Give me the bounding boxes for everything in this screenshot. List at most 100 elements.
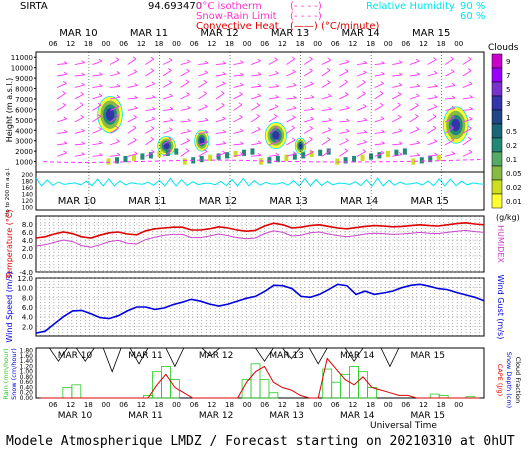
low-cloud-cell xyxy=(411,158,416,165)
wind-arrow xyxy=(145,83,155,88)
hour-tick-label: 12 xyxy=(66,40,75,48)
wind-arrow-head xyxy=(363,129,368,133)
station-coords: 94.693470 xyxy=(148,1,202,12)
colorbar-label: 0.02 xyxy=(506,184,522,192)
colorbar-label: 0.05 xyxy=(506,170,522,178)
wind-arrow xyxy=(145,108,156,111)
wind-arrow-head xyxy=(415,102,419,106)
wind-arrow-head xyxy=(63,61,68,64)
wind-arrow xyxy=(339,140,349,146)
wind-arrow xyxy=(127,71,137,77)
wind-arrow xyxy=(145,97,156,100)
wind-arrow-head xyxy=(222,150,226,154)
wind-arrow-head xyxy=(168,137,172,140)
wind-arrow-head xyxy=(434,94,438,98)
wind-arrow xyxy=(251,154,262,157)
wind-arrow xyxy=(303,128,313,134)
wind-arrow xyxy=(180,70,190,77)
wind-arrow-head xyxy=(397,91,402,95)
wind-arrow-head xyxy=(115,125,119,129)
wind-arrow-head xyxy=(468,81,473,85)
wind-arrow-head xyxy=(63,141,68,144)
wind-arrow xyxy=(251,60,261,65)
day-label: MAR 13 xyxy=(269,196,307,207)
wind-arrow xyxy=(286,71,296,77)
wind-arrow-head xyxy=(450,69,455,73)
wind-arrow xyxy=(127,153,138,157)
wind-arrow-head xyxy=(257,126,261,130)
wind-arrow-head xyxy=(467,136,472,140)
hour-tick-label: 18 xyxy=(366,40,375,48)
wind-arrow xyxy=(145,151,155,157)
wind-arrow xyxy=(74,74,85,77)
wind-arrow-head xyxy=(398,128,403,132)
height-tick-label: 2000 xyxy=(15,148,33,156)
wind-arrow xyxy=(215,63,226,65)
wind-arrow-head xyxy=(169,118,174,121)
day-label: MAR 14 xyxy=(340,196,378,207)
wind-arrow-head xyxy=(186,138,190,141)
wind-arrow xyxy=(180,61,191,65)
height-tick-label: 7000 xyxy=(15,96,33,104)
wind-arrow-head xyxy=(434,84,438,87)
wind-arrow-head xyxy=(151,116,156,120)
wind-arrow-head xyxy=(469,95,473,98)
height-tick-label: 8000 xyxy=(15,86,33,94)
wind-arrow xyxy=(74,116,84,123)
wind-arrow xyxy=(110,96,121,100)
legend-humidity-90: 90 % xyxy=(460,1,485,12)
wind-arrow-head xyxy=(99,83,103,87)
wind-arrow-head xyxy=(81,128,85,132)
wind-arrow xyxy=(427,106,437,111)
legend-label: Snow-Rain Limit xyxy=(196,11,277,22)
wind-arrow xyxy=(427,72,438,77)
wind-arrow-head xyxy=(416,152,421,156)
wind-arrow xyxy=(215,131,226,134)
wind-arrow-head xyxy=(309,136,313,140)
low-cloud-cell xyxy=(275,155,280,163)
wind-arrow-head xyxy=(150,56,155,60)
low-cloud-cell xyxy=(123,155,128,163)
cape-line xyxy=(40,357,480,399)
wind-arrow xyxy=(233,143,244,146)
wind-arrow xyxy=(303,83,314,88)
wind-arrow xyxy=(356,106,367,111)
wind-arrow-head xyxy=(416,83,421,87)
wind-arrow-head xyxy=(344,79,348,83)
low-axis-title: Up to 200 m a.g.l. xyxy=(5,167,11,217)
cloud-blob xyxy=(199,137,205,145)
wind-arrow-head xyxy=(381,61,385,64)
wind-arrow xyxy=(57,63,68,65)
temperature-axis-title: Temperature (°C) xyxy=(5,209,14,279)
low-cloud-cell xyxy=(369,153,374,160)
wind-arrow xyxy=(233,130,244,134)
day-label: MAR 11 xyxy=(128,351,163,361)
wind-arrow-head xyxy=(416,58,420,62)
wind-arrow xyxy=(392,104,401,111)
wind-arrow xyxy=(392,130,403,134)
wind-arrow xyxy=(74,104,84,111)
low-cloud-cell xyxy=(318,149,323,156)
snow-depth-axis-title: Snow Depth (cm) xyxy=(505,352,513,408)
precipitation-panel: 1.801.601.401.201.000.800.600.400.200.00… xyxy=(2,347,522,421)
wind-arrow-head xyxy=(346,118,350,122)
hour-tick-label: 18 xyxy=(84,40,93,48)
wind-arrow-head xyxy=(151,95,156,98)
wind-arrow xyxy=(215,93,225,100)
wind-arrow xyxy=(92,115,102,123)
colorbar-swatch xyxy=(491,81,503,97)
series-line xyxy=(35,221,485,239)
low-cloud-cell xyxy=(436,154,441,161)
wind-arrow xyxy=(251,74,262,77)
wind-arrow xyxy=(374,73,385,77)
xaxis-label: Universal Time xyxy=(370,421,437,431)
wind-arrow xyxy=(303,151,314,157)
wind-arrow-head xyxy=(256,113,260,117)
wind-arrow-head xyxy=(380,150,385,154)
wind-arrow-head xyxy=(415,126,420,130)
wind-arrow-head xyxy=(80,91,84,95)
low-cloud-cell xyxy=(258,158,263,165)
hour-tick-label: 12 xyxy=(419,40,428,48)
day-label: MAR 10 xyxy=(59,28,97,39)
wind-arrow xyxy=(268,72,279,77)
